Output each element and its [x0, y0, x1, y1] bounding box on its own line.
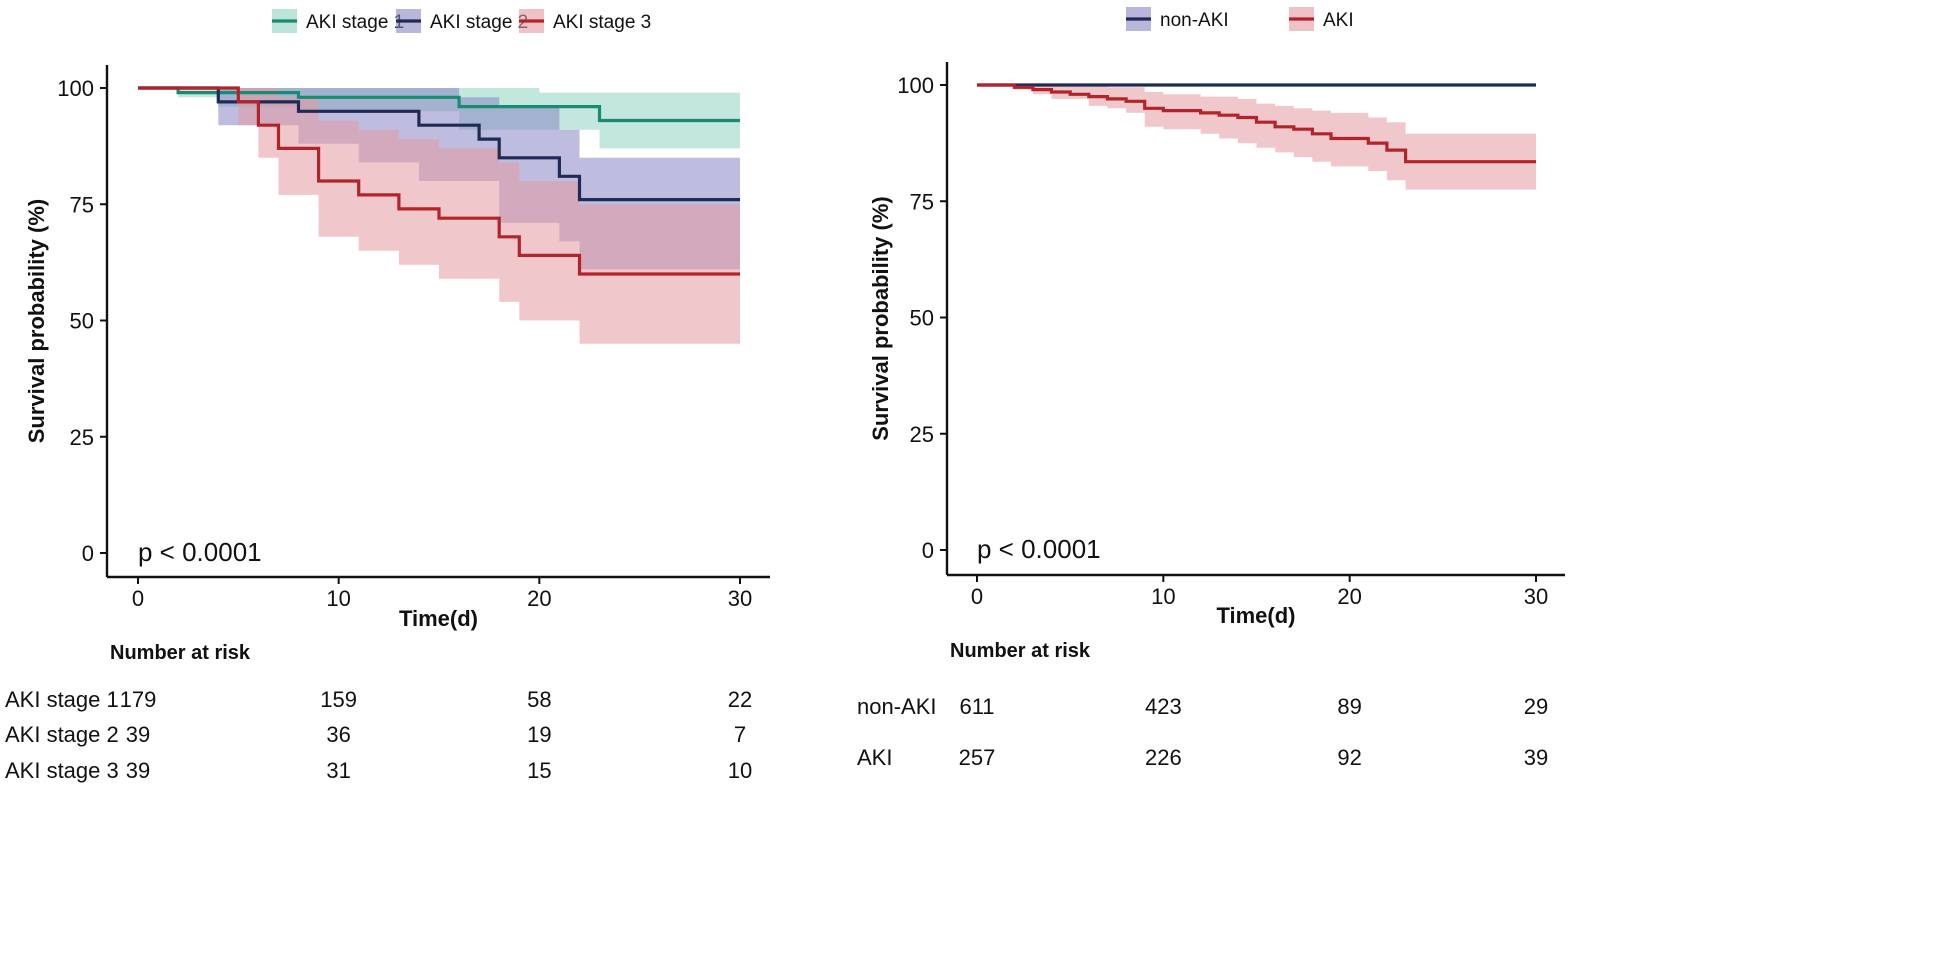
p-value-annotation: p < 0.0001	[138, 537, 262, 567]
risk-count: 423	[1145, 694, 1182, 719]
legend-item-aki-stage-1: AKI stage 1	[272, 9, 404, 33]
x-tick-label: 30	[728, 586, 752, 611]
risk-row-non-aki: non-AKI 611 423 89 29	[857, 694, 1548, 719]
legend-item-aki-stage-2: AKI stage 2	[396, 9, 528, 33]
x-tick-label: 10	[1151, 584, 1175, 609]
y-axis-title: Survival probability (%)	[868, 196, 893, 441]
legend: AKI stage 1 AKI stage 2 AKI stage 3	[272, 9, 651, 33]
y-tick-label: 75	[70, 192, 94, 217]
y-tick-label: 0	[82, 541, 94, 566]
x-axis-title: Time(d)	[1216, 603, 1295, 628]
risk-count: 257	[959, 745, 996, 770]
legend-label: AKI	[1323, 10, 1354, 31]
risk-count: 92	[1337, 745, 1361, 770]
risk-table-title: Number at risk	[950, 640, 1091, 662]
x-tick-label: 0	[132, 586, 144, 611]
legend-item-non-aki: non-AKI	[1126, 7, 1229, 31]
risk-row-aki-stage-2: AKI stage 2 39 36 19 7	[5, 722, 746, 747]
risk-count: 36	[326, 722, 350, 747]
km-panel-2: 0 25 50 75 100 0 10 20 30 Time(d) Survival probabi…	[857, 7, 1565, 770]
risk-count: 58	[527, 687, 551, 712]
ci-band-aki	[977, 85, 1536, 190]
p-value-annotation: p < 0.0001	[977, 534, 1101, 564]
legend-label: AKI stage 3	[553, 12, 651, 33]
legend-label: AKI stage 2	[430, 12, 528, 33]
x-tick-label: 20	[527, 586, 551, 611]
y-tick-label: 75	[910, 189, 934, 214]
risk-row-label: non-AKI	[857, 694, 937, 719]
legend-label: non-AKI	[1160, 10, 1229, 31]
survival-line-aki-stage-3	[138, 86, 740, 276]
x-tick-label: 10	[326, 586, 350, 611]
risk-count: 226	[1145, 745, 1182, 770]
risk-table-title: Number at risk	[110, 642, 251, 664]
risk-row-aki: AKI 257 226 92 39	[857, 745, 1548, 770]
risk-row-aki-stage-1: AKI stage 1 179 159 58 22	[5, 687, 752, 712]
km-panel-1: 0 25 50 75 100 0 10 20 30 Time(d) Survival probabi…	[5, 9, 770, 783]
y-tick-label: 100	[897, 73, 934, 98]
legend-item-aki: AKI	[1289, 7, 1354, 31]
survival-line-aki-stage-1	[138, 86, 740, 123]
risk-row-label: AKI stage 1	[5, 687, 119, 712]
survival-line-aki	[977, 83, 1536, 164]
y-tick-label: 50	[910, 306, 934, 331]
risk-count: 39	[126, 758, 150, 783]
y-tick-label: 25	[910, 422, 934, 447]
x-tick-label: 0	[971, 584, 983, 609]
x-tick-label: 30	[1524, 584, 1548, 609]
legend-label: AKI stage 1	[306, 12, 404, 33]
y-tick-label: 50	[70, 309, 94, 334]
risk-count: 611	[959, 694, 994, 719]
risk-count: 19	[527, 722, 551, 747]
risk-row-aki-stage-3: AKI stage 3 39 31 15 10	[5, 758, 752, 783]
risk-count: 39	[1524, 745, 1548, 770]
risk-count: 179	[120, 687, 157, 712]
y-tick-label: 100	[57, 76, 94, 101]
legend-item-aki-stage-3: AKI stage 3	[519, 9, 651, 33]
legend: non-AKI AKI	[1126, 7, 1354, 31]
risk-count: 89	[1337, 694, 1361, 719]
risk-count: 39	[126, 722, 150, 747]
x-tick-label: 20	[1337, 584, 1361, 609]
risk-row-label: AKI stage 3	[5, 758, 119, 783]
y-axis-title: Survival probability (%)	[24, 199, 49, 444]
risk-count: 7	[734, 722, 746, 747]
risk-count: 31	[326, 758, 350, 783]
risk-count: 29	[1524, 694, 1548, 719]
y-tick-label: 25	[70, 425, 94, 450]
risk-count: 15	[527, 758, 551, 783]
risk-count: 22	[728, 687, 752, 712]
risk-row-label: AKI	[857, 745, 892, 770]
risk-count: 159	[320, 687, 357, 712]
y-tick-label: 0	[922, 538, 934, 563]
risk-row-label: AKI stage 2	[5, 722, 119, 747]
risk-count: 10	[728, 758, 752, 783]
x-axis-title: Time(d)	[399, 606, 478, 631]
risk-table: Number at risk non-AKI 611 423 89 29 AKI 257 226…	[857, 640, 1548, 770]
